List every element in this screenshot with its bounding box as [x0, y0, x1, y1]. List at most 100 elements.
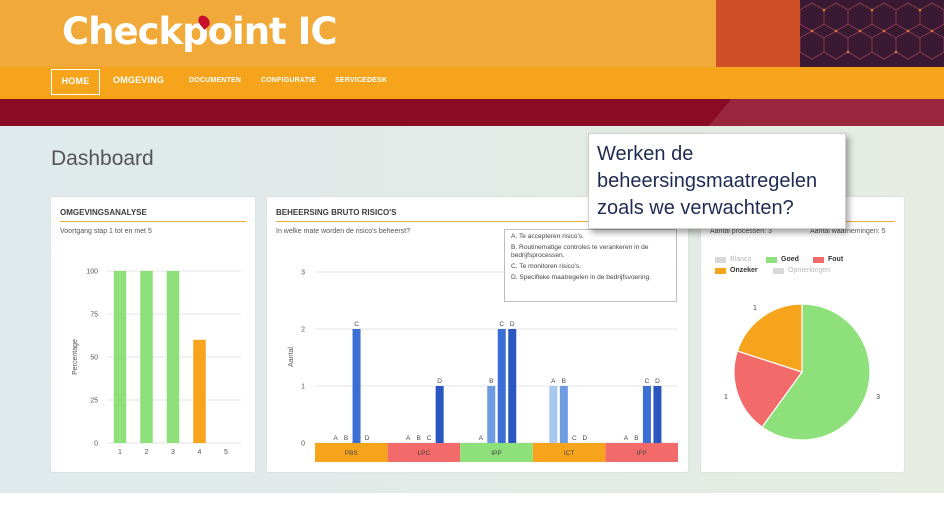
waarnemingen-panel: Aantal processen: 3 Aantal waarnemingen:… — [701, 197, 904, 472]
legend-swatch-fout — [813, 257, 824, 263]
header-accent-band — [0, 99, 944, 126]
x-tick-label: 5 — [224, 449, 228, 456]
bar-series-label: D — [655, 378, 660, 385]
bar-series-label: D — [510, 321, 515, 328]
bar-series-label: B — [634, 435, 638, 442]
legend-opmerkingen[interactable]: Opmerkingen — [788, 267, 831, 274]
bar-series-label: C — [354, 321, 359, 328]
bar — [140, 271, 153, 443]
category-band — [532, 443, 606, 462]
nav-documenten[interactable]: DOCUMENTEN — [189, 77, 242, 84]
bar-series-label: D — [582, 435, 587, 442]
legend-swatch-opmerkingen — [773, 268, 784, 274]
progress-bar-chart: 0 25 50 75 100 Percentage 1 2 3 4 5 — [72, 269, 241, 456]
x-tick-label: 3 — [171, 449, 175, 456]
bar — [642, 386, 651, 443]
nav-home[interactable]: HOME — [51, 69, 100, 95]
page-title: Dashboard — [51, 147, 154, 170]
bar-series-label: C — [499, 321, 504, 328]
category-band — [605, 443, 678, 462]
bar-series-label: C — [645, 378, 650, 385]
bar-series-label: B — [489, 378, 493, 385]
bar — [653, 386, 662, 443]
hexagon-pattern-icon — [799, 2, 944, 60]
panel-divider — [60, 221, 246, 222]
y-axis-label: Aantal — [288, 347, 295, 367]
y-tick-label: 0 — [301, 441, 305, 448]
panel-divider — [276, 221, 680, 222]
main-nav: HOME OMGEVING DOCUMENTEN CONFIGURATIE SE… — [0, 67, 944, 99]
bar-series-label: D — [437, 378, 442, 385]
pie-label: 3 — [876, 394, 880, 401]
bar — [508, 329, 517, 443]
x-tick-label: PBS — [345, 450, 359, 457]
y-tick-label: 2 — [301, 327, 305, 334]
x-tick-label: ICT — [564, 450, 575, 457]
pie-slice — [736, 303, 803, 373]
x-tick-label: IPP — [491, 450, 501, 457]
bar — [113, 271, 127, 443]
omgevingsanalyse-panel: OMGEVINGSANALYSE Voortgang stap 1 tot en… — [51, 197, 255, 472]
y-tick-label: 1 — [301, 384, 305, 391]
observation-count: Aantal waarnemingen: 5 — [810, 228, 886, 235]
y-tick-label: 0 — [94, 441, 98, 448]
legend-item-b: B. Routinematige controles te verankeren… — [511, 244, 649, 259]
bar — [166, 271, 180, 443]
panel-subtitle: In welke mate worden de risico's beheers… — [276, 228, 411, 235]
category-band — [315, 443, 388, 462]
category-band — [460, 443, 533, 462]
panel-title: BEHEERSING BRUTO RISICO'S — [276, 208, 397, 217]
legend-item-d: D. Specifieke maatregelen in de bedrijfs… — [511, 274, 652, 281]
nav-omgeving[interactable]: OMGEVING — [113, 75, 165, 85]
bar-series-label: C — [427, 435, 432, 442]
bar-series-label: A — [333, 435, 338, 442]
bar-series-label: A — [551, 378, 556, 385]
legend-blanco[interactable]: Blanco — [730, 256, 752, 263]
bar-series-label: C — [572, 435, 577, 442]
pie-slice — [761, 303, 871, 441]
process-count: Aantal processen: 3 — [710, 228, 772, 235]
y-tick-label: 25 — [90, 398, 98, 405]
x-tick-label: IFP — [637, 450, 647, 457]
x-tick-label: 4 — [198, 449, 202, 456]
footer-strip — [0, 493, 944, 531]
legend-item-a: A. Te accepteren risico's. — [511, 233, 584, 240]
x-tick-label: LPC — [418, 450, 431, 457]
bar — [435, 386, 444, 443]
y-axis-label: Percentage — [72, 339, 79, 375]
chart-legend: A. Te accepteren risico's. B. Routinemat… — [504, 229, 677, 302]
bar-series-label: B — [344, 435, 348, 442]
nav-configuratie[interactable]: CONFIGURATIE — [261, 77, 317, 84]
x-tick-label: 1 — [118, 449, 122, 456]
y-tick-label: 3 — [301, 270, 305, 277]
header-decor-block — [716, 0, 800, 67]
y-tick-label: 100 — [86, 269, 98, 276]
app-header: Checkpoint IC — [0, 0, 944, 67]
pie-slice — [733, 350, 803, 428]
bar — [559, 386, 568, 443]
pie-label: 1 — [724, 394, 728, 401]
pie-label: 1 — [753, 305, 757, 312]
header-pattern-block — [799, 0, 944, 67]
bar-series-label: A — [479, 435, 484, 442]
nav-servicedesk[interactable]: SERVICEDESK — [335, 77, 388, 84]
x-tick-label: 2 — [145, 449, 149, 456]
y-tick-label: 50 — [90, 355, 98, 362]
observations-pie-chart: 3 1 1 — [724, 303, 880, 441]
bar — [497, 329, 506, 443]
bar-series-label: A — [624, 435, 629, 442]
legend-onzeker[interactable]: Onzeker — [730, 267, 758, 274]
accent-wedge — [708, 99, 944, 126]
legend-goed[interactable]: Goed — [781, 256, 799, 263]
legend-swatch-onzeker — [715, 268, 726, 274]
y-tick-label: 75 — [90, 312, 98, 319]
legend-item-c: C. Te monitoren risico's. — [511, 263, 582, 270]
legend-fout[interactable]: Fout — [828, 256, 844, 263]
panel-title: OMGEVINGSANALYSE — [60, 208, 147, 217]
legend-swatch-goed — [766, 257, 777, 263]
callout-box: Werken de beheersingsmaatregelen zoals w… — [588, 133, 846, 229]
bar — [487, 386, 496, 443]
bar-series-label: B — [416, 435, 420, 442]
beheersing-panel: BEHEERSING BRUTO RISICO'S In welke mate … — [267, 197, 688, 472]
